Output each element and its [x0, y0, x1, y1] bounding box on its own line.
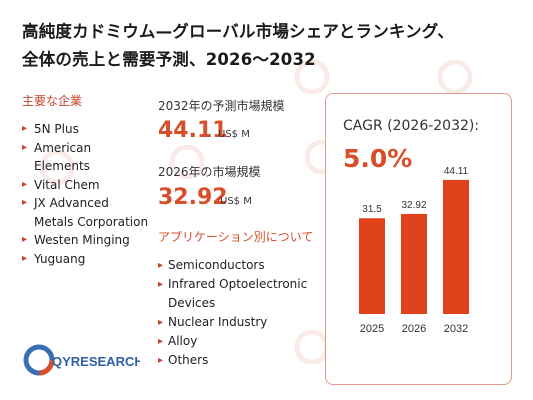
metric-2026-unit: US$ M — [220, 196, 252, 207]
bullet-icon: ▸ — [158, 317, 164, 328]
company-item: ▸ Westen Minging — [22, 231, 150, 250]
bar-data-label-2032: 44.11 — [444, 166, 469, 177]
metric-2032-value: 44.11 — [158, 118, 228, 143]
bullet-icon: ▸ — [22, 141, 28, 153]
bullet-icon: ▸ — [22, 123, 28, 134]
title-line-1: 高純度カドミウム—グローバル市場シェアとランキング、 — [22, 22, 455, 41]
application-item: ▸ Others — [158, 351, 328, 370]
bullet-icon: ▸ — [22, 234, 28, 245]
bar-2026 — [401, 213, 427, 314]
bullet-icon: ▸ — [22, 252, 28, 264]
company-item: ▸ American Elements — [22, 139, 150, 176]
application-item-label: Infrared Optoelectronic Devices — [168, 277, 308, 310]
page-title: 高純度カドミウム—グローバル市場シェアとランキング、 全体の売上と需要予測、20… — [22, 18, 522, 74]
company-item: ▸ 5N Plus — [22, 120, 150, 139]
qyresearch-logo-icon: QYRESEARCH — [23, 344, 144, 376]
application-item: ▸ Alloy — [158, 332, 328, 351]
metric-2032-label: 2032年の予測市場規模 — [158, 99, 285, 113]
logo-text: QYRESEARCH — [52, 354, 140, 369]
bullet-icon: ▸ — [22, 178, 28, 190]
application-item-label: Semiconductors — [168, 258, 265, 272]
application-item-label: Nuclear Industry — [168, 315, 268, 329]
watermark-logo-icon — [438, 60, 472, 94]
company-item-label: American Elements — [34, 140, 92, 174]
watermark-logo-icon — [40, 150, 74, 184]
x-tick-label-2026: 2026 — [402, 323, 426, 335]
bullet-icon: ▸ — [158, 260, 164, 271]
x-tick-label-2032: 2032 — [444, 323, 468, 335]
company-item-label: 5N Plus — [34, 122, 79, 136]
company-item-label: Westen Minging — [34, 233, 130, 247]
application-item: ▸ Nuclear Industry — [158, 313, 328, 332]
bar-data-label-2025: 31.5 — [362, 204, 382, 215]
bullet-icon: ▸ — [158, 355, 164, 366]
cagr-label: CAGR (2026-2032): — [343, 118, 480, 134]
application-item-label: Others — [168, 353, 209, 367]
cagr-card: CAGR (2026-2032): 5.0% 31.5 2025 32.92 2026… — [325, 93, 512, 385]
metric-2026-label: 2026年の市場規模 — [158, 165, 261, 179]
watermark-logo-icon — [170, 145, 204, 179]
applications-heading: アプリケーション別について — [158, 230, 314, 244]
company-item-label: Vital Chem — [34, 177, 100, 192]
company-list: ▸ 5N Plus ▸ American Elements ▸ Vital Chem ▸ JX… — [22, 120, 150, 268]
x-tick-label-2025: 2025 — [360, 323, 384, 335]
company-item: ▸ JX Advanced Metals Corporation — [22, 194, 150, 231]
watermark-logo-icon — [295, 60, 329, 94]
bar-data-label-2026: 32.92 — [401, 200, 426, 211]
application-item: ▸ Infrared Optoelectronic Devices — [158, 275, 328, 313]
title-line-2: 全体の売上と需要予測、2026～2032 — [22, 50, 316, 69]
metric-2032-unit: US$ M — [218, 129, 250, 140]
qyresearch-logo: QYRESEARCH — [22, 340, 144, 380]
application-item-label: Alloy — [168, 334, 198, 348]
metric-2026-value: 32.92 — [158, 185, 228, 210]
application-item: ▸ Semiconductors — [158, 256, 328, 275]
company-item-label: Yuguang — [34, 251, 86, 266]
companies-heading: 主要な企業 — [22, 94, 83, 108]
bullet-icon: ▸ — [22, 197, 28, 208]
bar-2032 — [443, 179, 469, 314]
bullet-icon: ▸ — [158, 279, 164, 290]
company-item: ▸ Yuguang — [22, 250, 150, 269]
cagr-value: 5.0% — [343, 144, 413, 173]
company-item: ▸ Vital Chem — [22, 176, 150, 195]
bar-2025 — [359, 218, 385, 314]
company-item-label: JX Advanced Metals Corporation — [34, 196, 149, 229]
bullet-icon: ▸ — [158, 336, 164, 347]
market-size-bar-chart: 31.5 2025 32.92 2026 44.11 2032 — [359, 166, 469, 335]
application-list: ▸ Semiconductors ▸ Infrared Optoelectronic … — [158, 256, 328, 370]
